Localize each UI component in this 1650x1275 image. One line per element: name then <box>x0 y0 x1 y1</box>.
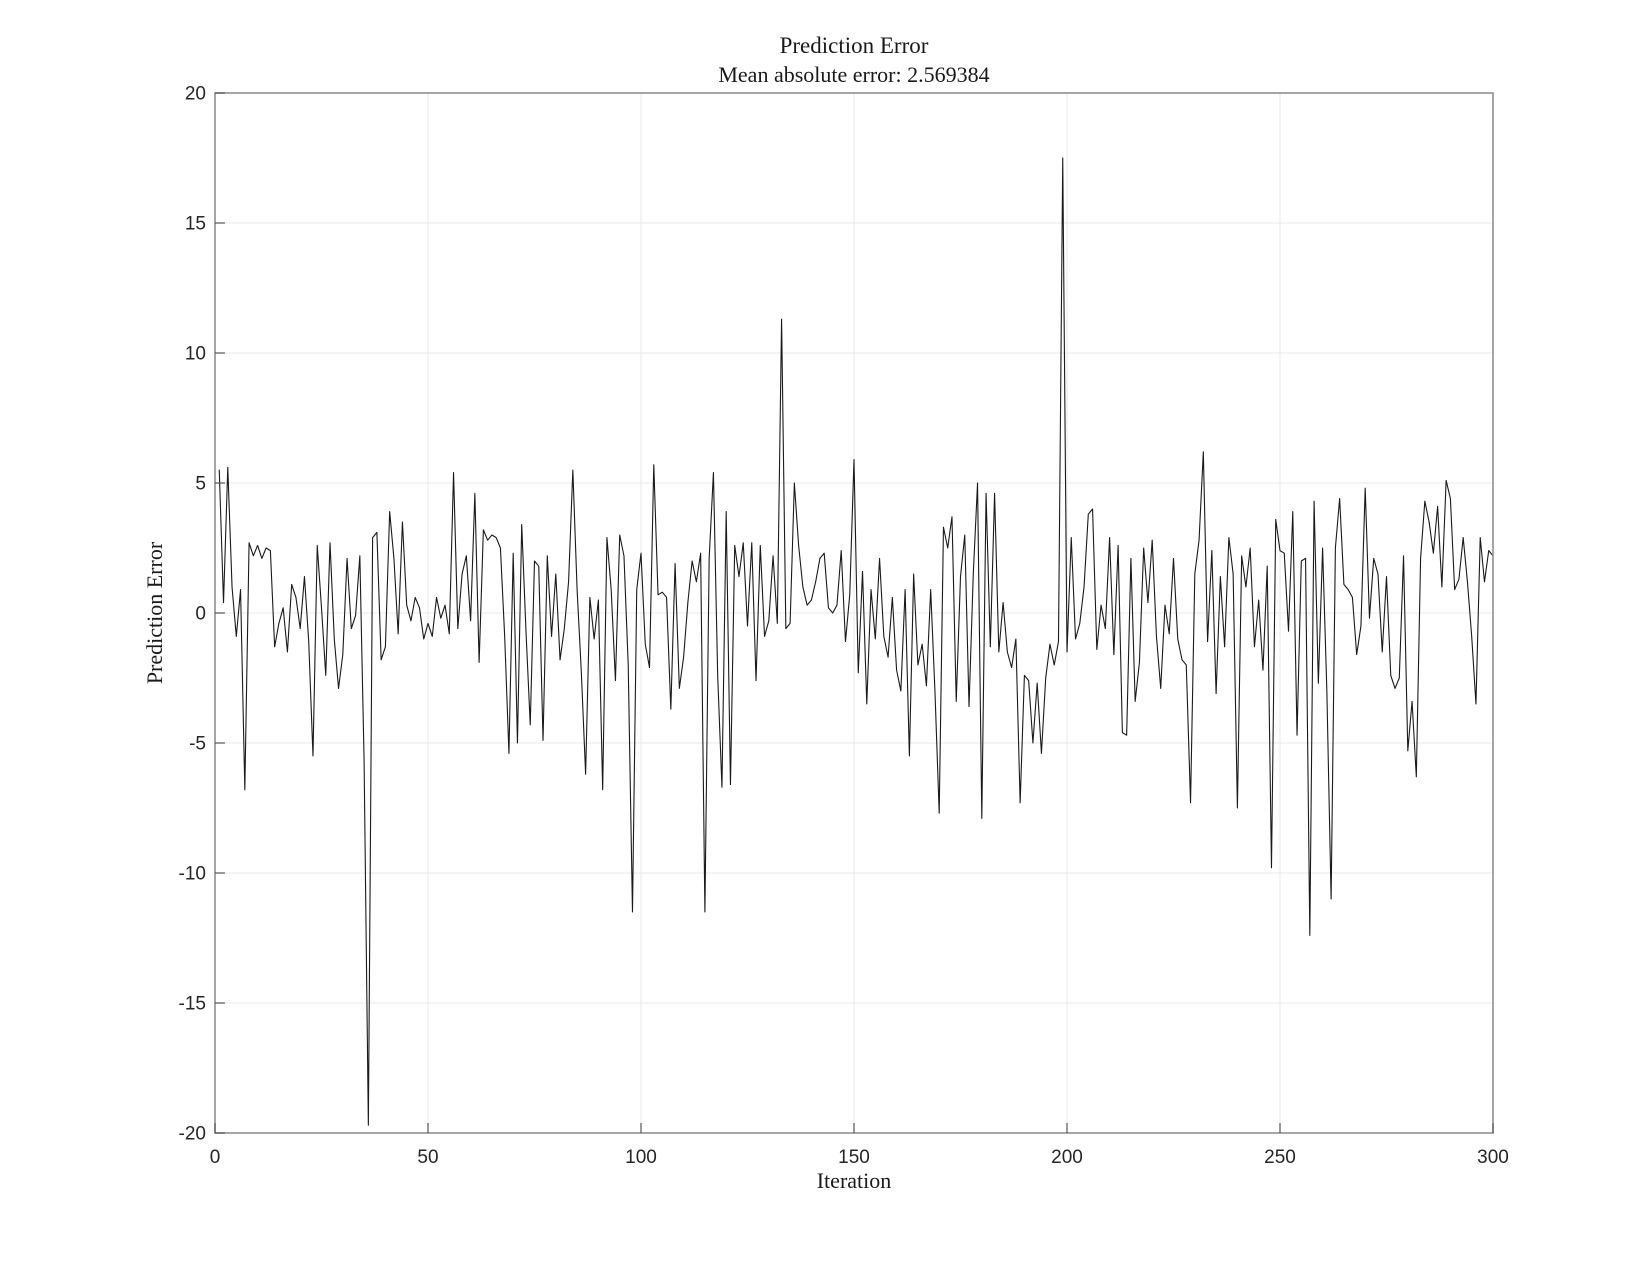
x-tick-label: 250 <box>1264 1147 1296 1168</box>
y-axis-label-text: Prediction Error <box>142 541 167 685</box>
grid-lines <box>215 93 1493 1133</box>
y-tick-label: -10 <box>179 864 206 885</box>
y-tick-label: 10 <box>185 344 206 365</box>
x-tick-label: 50 <box>417 1147 438 1168</box>
x-tick-label: 0 <box>210 1147 221 1168</box>
chart-subtitle: Mean absolute error: 2.569384 <box>718 62 990 87</box>
y-tick-label: -5 <box>189 734 206 755</box>
y-tick-label: 20 <box>185 84 206 105</box>
x-tick-label: 300 <box>1477 1147 1509 1168</box>
prediction-error-line <box>218 157 1494 1126</box>
y-tick-label: 5 <box>195 474 206 495</box>
y-tick-label: -15 <box>179 994 206 1015</box>
y-tick-label: 15 <box>185 214 206 235</box>
axis-ticks <box>214 92 1494 1134</box>
x-tick-label: 100 <box>625 1147 657 1168</box>
x-tick-label: 150 <box>838 1147 870 1168</box>
y-tick-label: 0 <box>195 604 206 625</box>
x-axis-label: Iteration <box>816 1168 892 1193</box>
x-tick-label: 200 <box>1051 1147 1083 1168</box>
y-tick-label: -20 <box>179 1124 206 1145</box>
chart-title: Prediction Error <box>779 33 929 58</box>
